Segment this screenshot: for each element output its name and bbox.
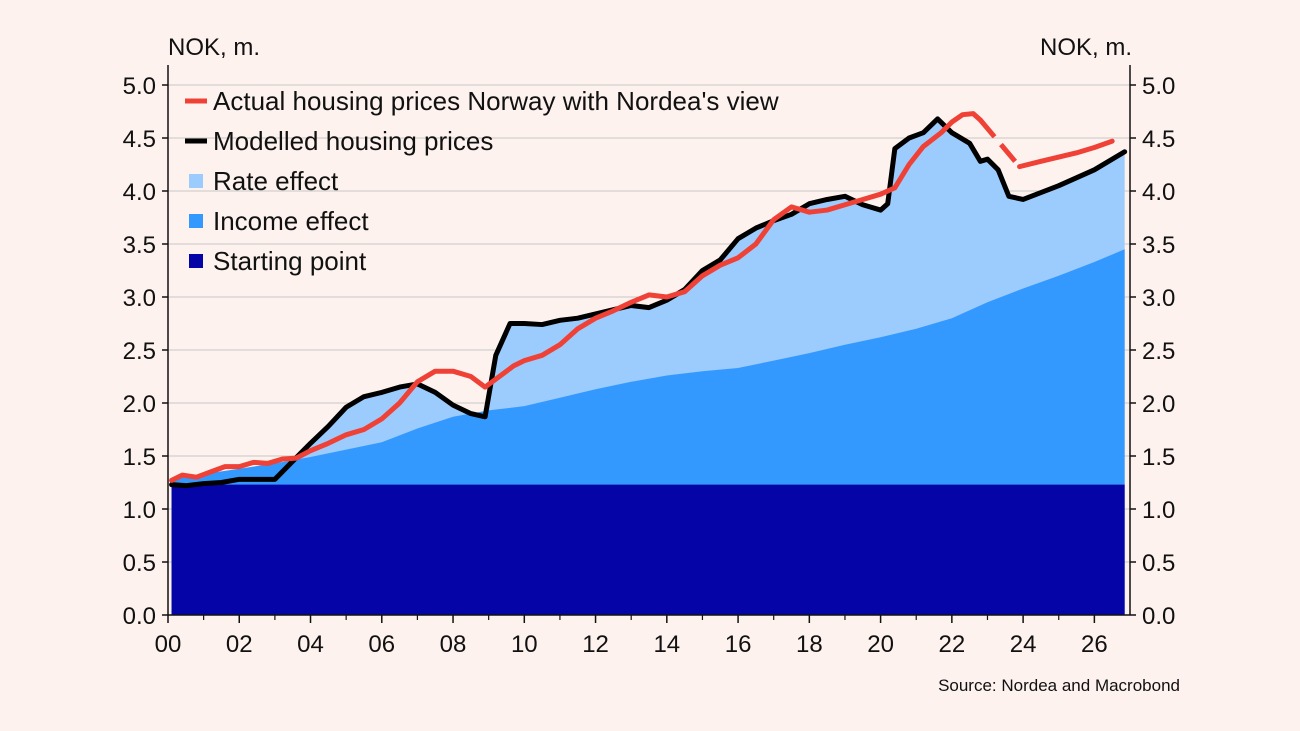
line-actual-forecast [1017, 138, 1115, 170]
y-tick-label-right: 0.0 [1142, 603, 1175, 630]
y-tick-label-right: 1.5 [1142, 444, 1175, 471]
axes: 0.0 0.0 0.5 0.5 1.0 1.0 1.5 1.5 2.0 2.0 2.5 2.5 3.0 3… [123, 65, 1175, 658]
y-tick-label-right: 4.0 [1142, 179, 1175, 206]
legend-label-modelled: Modelled housing prices [213, 126, 493, 156]
area-series [171, 118, 1125, 616]
area-starting-point [171, 484, 1125, 615]
line-actual-housing-prices [169, 111, 983, 483]
y-tick-label-right: 0.5 [1142, 550, 1175, 577]
x-tick-label: 04 [297, 631, 324, 658]
x-tick-label: 02 [226, 631, 253, 658]
x-tick-label: 26 [1081, 631, 1108, 658]
y-tick-label-left: 0.0 [123, 603, 156, 630]
y-tick-label-right: 3.5 [1142, 232, 1175, 259]
y-tick-label-left: 1.5 [123, 444, 156, 471]
y-tick-label-right: 2.0 [1142, 391, 1175, 418]
y-tick-label-left: 1.0 [123, 497, 156, 524]
y-tick-label-right: 1.0 [1142, 497, 1175, 524]
y-unit-left: NOK, m. [168, 34, 260, 61]
legend-label-actual: Actual housing prices Norway with Nordea… [213, 86, 779, 116]
x-tick-label: 16 [725, 631, 752, 658]
y-tick-label-left: 4.5 [123, 126, 156, 153]
legend-label-income: Income effect [213, 206, 369, 236]
y-tick-label-right: 3.0 [1142, 285, 1175, 312]
y-unit-right: NOK, m. [1040, 34, 1132, 61]
x-tick-label: 24 [1010, 631, 1037, 658]
y-tick-label-right: 2.5 [1142, 338, 1175, 365]
y-tick-label-left: 3.0 [123, 285, 156, 312]
x-tick-label: 10 [511, 631, 538, 658]
x-tick-label: 18 [796, 631, 823, 658]
y-tick-label-left: 2.5 [123, 338, 156, 365]
legend-marker-rate [189, 174, 203, 188]
x-tick-label: 22 [939, 631, 966, 658]
x-tick-label: 12 [582, 631, 609, 658]
x-tick-label: 00 [155, 631, 182, 658]
x-tick-label: 08 [440, 631, 467, 658]
source-note: Source: Nordea and Macrobond [938, 676, 1180, 695]
legend-label-start: Starting point [213, 246, 367, 276]
x-tick-label: 20 [867, 631, 894, 658]
legend-marker-income [189, 214, 203, 228]
y-tick-label-left: 0.5 [123, 550, 156, 577]
y-tick-label-left: 2.0 [123, 391, 156, 418]
y-tick-label-left: 5.0 [123, 73, 156, 100]
legend-marker-start [189, 254, 203, 268]
x-tick-label: 14 [653, 631, 680, 658]
y-tick-label-left: 3.5 [123, 232, 156, 259]
line-actual-transition [978, 118, 1022, 169]
y-tick-label-right: 4.5 [1142, 126, 1175, 153]
x-tick-label: 06 [368, 631, 395, 658]
y-tick-label-left: 4.0 [123, 179, 156, 206]
legend: Actual housing prices Norway with Nordea… [185, 86, 779, 276]
line-series [169, 111, 1128, 489]
legend-label-rate: Rate effect [213, 166, 339, 196]
y-tick-label-right: 5.0 [1142, 73, 1175, 100]
